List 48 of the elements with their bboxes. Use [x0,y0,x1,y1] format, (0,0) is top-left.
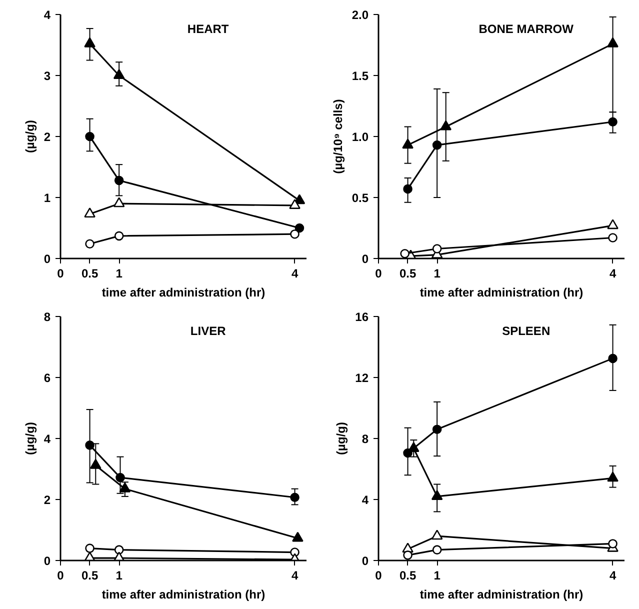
y-tick-label: 4 [44,432,51,446]
x-tick-label: 1 [116,266,123,280]
y-axis-title: (µg/g) [22,120,37,153]
y-axis-title: (µg/g) [334,422,348,455]
x-tick-label: 0 [375,266,382,280]
y-tick-label: 4 [362,493,369,507]
y-tick-label: 2 [44,130,51,144]
x-tick-label: 0 [57,266,64,280]
text: LIVER [190,324,226,338]
x-axis-title: time after administration (hr) [420,588,584,602]
x-tick-label: 1 [116,568,123,582]
x-axis-title: time after administration (hr) [102,286,266,300]
y-tick-label: 0 [362,252,369,266]
text: HEART [187,22,230,36]
text: SPLEEN [502,324,550,338]
x-tick-label: 1 [434,568,441,582]
y-tick-label: 8 [44,310,51,324]
x-axis-title: time after administration (hr) [420,286,584,300]
y-tick-label: 1 [44,191,51,205]
y-tick-label: 2 [44,493,51,507]
y-tick-label: 2.0 [352,8,369,22]
x-tick-label: 1 [434,266,441,280]
y-axis-title: (µg/g) [22,422,37,455]
y-axis-title: (µg/10⁹ cells) [330,99,345,174]
y-tick-label: 4 [44,8,51,22]
x-tick-label: 0.5 [81,266,98,280]
x-tick-label: 0.5 [81,568,98,582]
y-tick-label: 0 [44,252,51,266]
y-tick-label: 16 [355,310,369,324]
y-tick-label: 0 [362,554,369,568]
y-tick-label: 0.5 [352,191,369,205]
y-tick-label: 1.0 [352,130,369,144]
y-tick-label: 6 [44,371,51,385]
x-tick-label: 0 [57,568,64,582]
x-tick-label: 4 [609,266,616,280]
y-tick-label: 8 [362,432,369,446]
y-tick-label: 1.5 [352,69,369,83]
y-tick-label: 3 [44,69,51,83]
y-tick-label: 12 [355,371,369,385]
x-tick-label: 4 [291,266,298,280]
x-tick-label: 0.5 [399,568,416,582]
x-tick-label: 4 [291,568,298,582]
y-tick-label: 0 [44,554,51,568]
x-axis-title: time after administration (hr) [102,588,266,602]
x-tick-label: 0 [375,568,382,582]
text: BONE MARROW [478,22,574,36]
x-tick-label: 4 [609,568,616,582]
x-tick-label: 0.5 [399,266,416,280]
